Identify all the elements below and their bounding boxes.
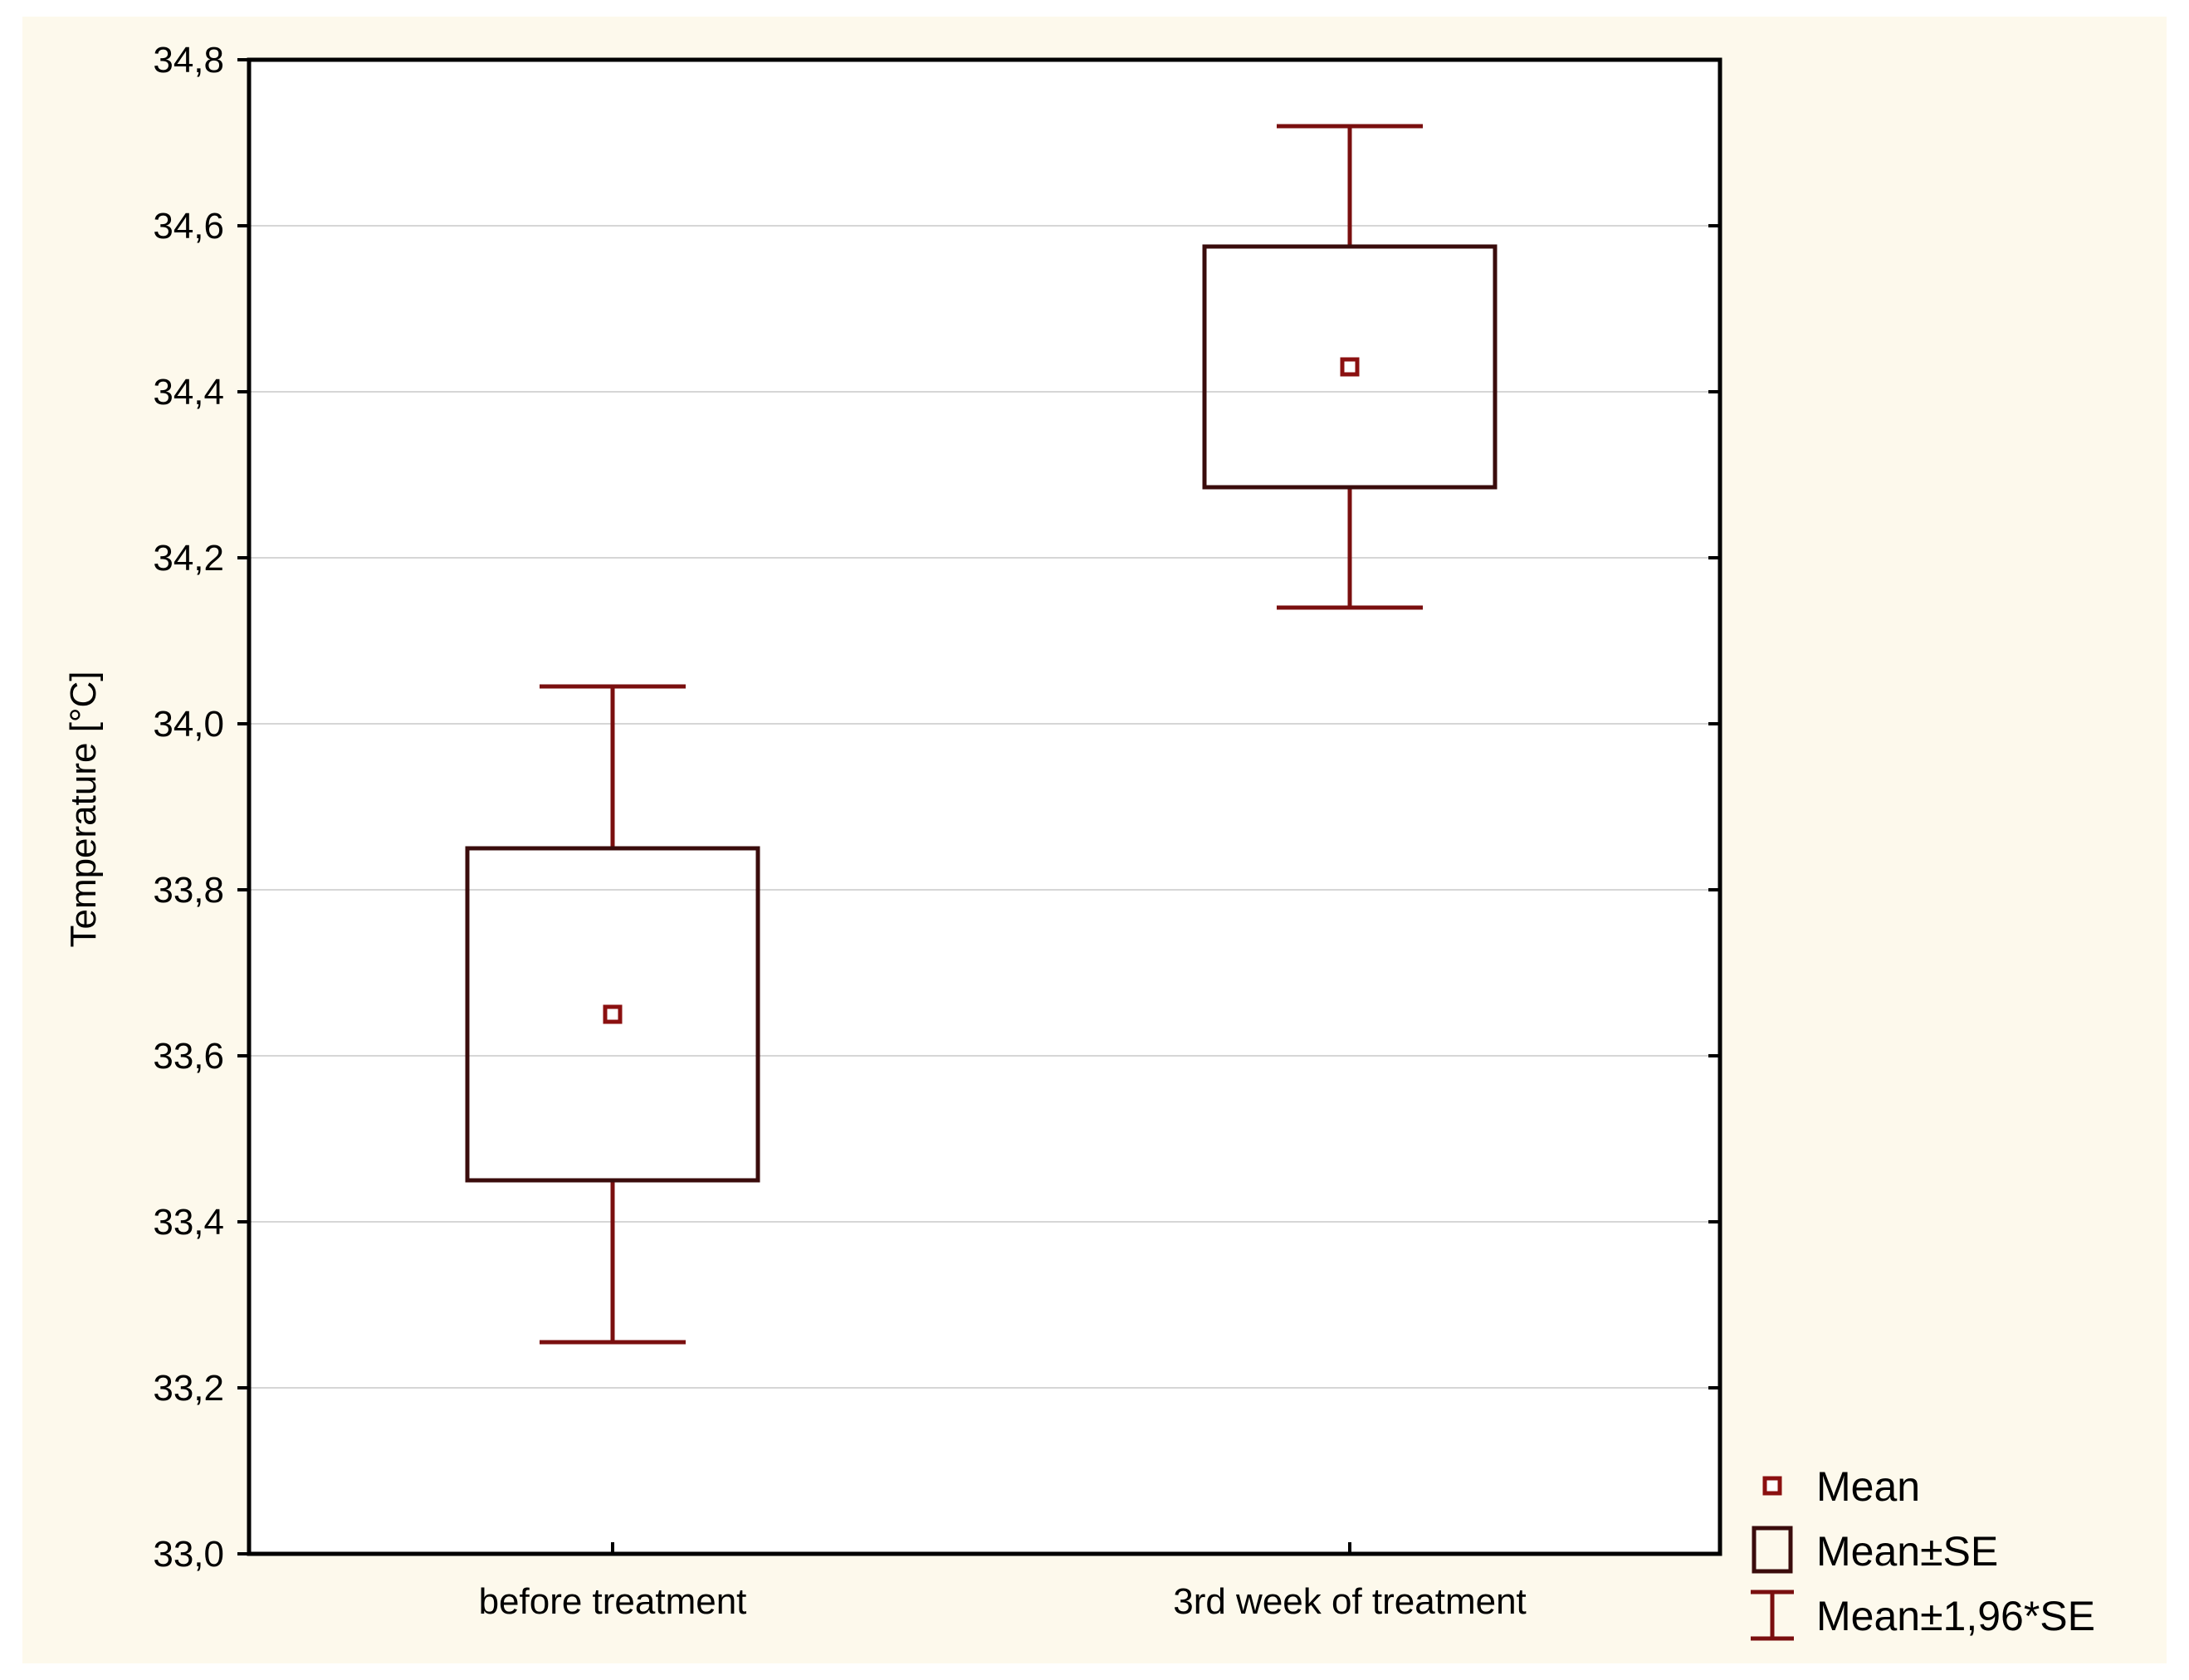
plot-frame <box>247 57 1722 1556</box>
plot-area <box>249 60 1720 1554</box>
y-tick-label: 33,0 <box>153 1534 224 1575</box>
legend-label: Mean±SE <box>1816 1528 1998 1575</box>
y-tick-label: 34,0 <box>153 704 224 745</box>
box-group <box>1202 124 1498 610</box>
box-group <box>465 684 760 1345</box>
grid-lines <box>249 225 1720 1389</box>
legend-mean-marker <box>1762 1476 1782 1496</box>
x-tick-label: before treatment <box>479 1581 747 1622</box>
y-tick-label: 33,6 <box>153 1036 224 1077</box>
legend-box-marker <box>1752 1526 1793 1574</box>
se-box <box>465 846 760 1183</box>
mean-marker <box>1340 357 1360 377</box>
axis-ticks: 33,0 33,2 33,4 33,6 33,8 34,0 34,2 34,4 34,6 34,8… <box>153 40 1720 1622</box>
legend-item: Mean±SE <box>1752 1526 1998 1575</box>
y-tick-label: 34,8 <box>153 40 224 81</box>
y-tick-label: 33,2 <box>153 1368 224 1409</box>
mean-marker <box>603 1004 623 1024</box>
legend-label: Mean±1,96*SE <box>1816 1593 2095 1639</box>
legend-item: Mean <box>1762 1463 1920 1510</box>
legend-label: Mean <box>1816 1463 1920 1510</box>
legend-item: Mean±1,96*SE <box>1751 1590 2095 1641</box>
y-axis-title: Temperature [°C] <box>63 671 104 947</box>
y-tick-label: 34,6 <box>153 206 224 247</box>
y-tick-label: 34,2 <box>153 538 224 579</box>
data-marks <box>465 124 1498 1345</box>
y-tick-label: 33,4 <box>153 1202 224 1243</box>
x-tick-label: 3rd week of treatment <box>1173 1581 1527 1622</box>
y-tick-label: 34,4 <box>153 372 224 413</box>
y-tick-label: 33,8 <box>153 870 224 911</box>
legend: Mean Mean±SE Mean±1,96*SE <box>1751 1463 2095 1641</box>
se-box <box>1202 244 1498 490</box>
